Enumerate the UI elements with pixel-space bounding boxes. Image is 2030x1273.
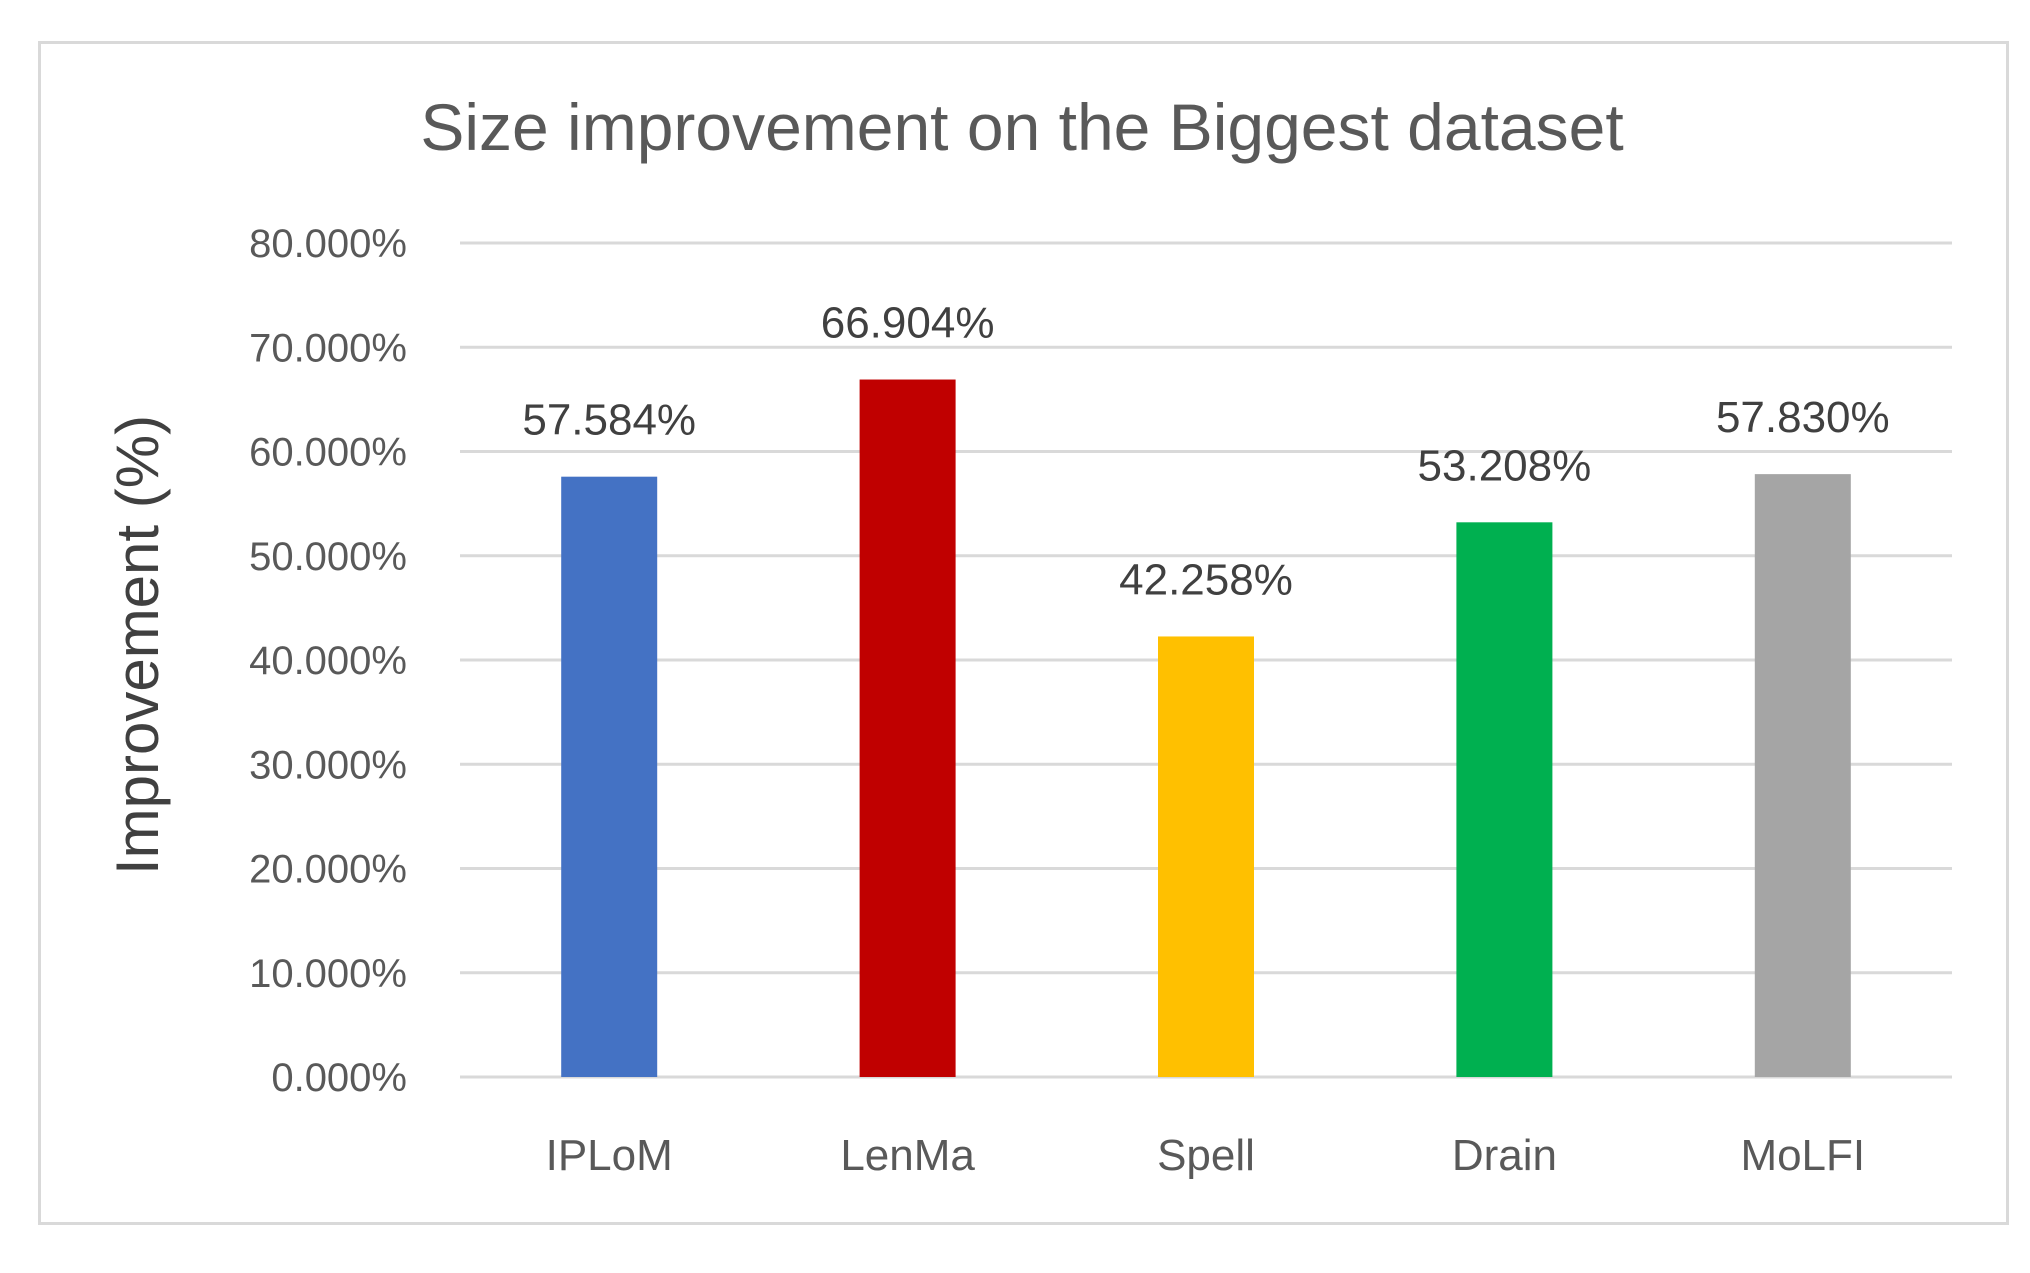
bar-lenma <box>859 379 956 1078</box>
data-label-molfi: 57.830% <box>1716 393 1890 442</box>
x-category-label-spell: Spell <box>1157 1131 1255 1180</box>
y-tick-label: 60.000% <box>249 431 407 475</box>
chart-title: Size improvement on the Biggest dataset <box>420 90 1623 164</box>
bars <box>561 379 1851 1078</box>
y-axis-tick-labels: 0.000% 10.000% 20.000% 30.000% 40.000% 50.000… <box>249 222 407 1100</box>
bar-iplom <box>561 476 658 1078</box>
x-category-label-iplom: IPLoM <box>546 1131 673 1180</box>
data-label-lenma: 66.904% <box>821 299 995 348</box>
gridlines <box>460 241 1952 1079</box>
y-tick-label: 80.000% <box>249 222 407 266</box>
y-tick-label: 0.000% <box>271 1056 407 1100</box>
data-label-drain: 53.208% <box>1418 441 1592 490</box>
bar-drain <box>1456 522 1553 1077</box>
y-tick-label: 50.000% <box>249 535 407 579</box>
data-labels: 57.584% 66.904% 42.258% 53.208% 57.830% <box>522 299 1889 605</box>
y-axis-title: Improvement (%) <box>104 415 171 875</box>
x-category-label-drain: Drain <box>1452 1131 1557 1180</box>
x-axis-category-labels: IPLoM LenMa Spell Drain MoLFI <box>546 1131 1866 1180</box>
y-tick-label: 20.000% <box>249 848 407 892</box>
bar-molfi <box>1754 474 1851 1077</box>
data-label-iplom: 57.584% <box>522 396 696 445</box>
y-tick-label: 30.000% <box>249 743 407 787</box>
chart-frame <box>38 41 2009 1225</box>
y-tick-label: 70.000% <box>249 326 407 370</box>
bar-spell <box>1158 636 1254 1077</box>
data-label-spell: 42.258% <box>1119 555 1293 604</box>
y-tick-label: 40.000% <box>249 639 407 683</box>
y-tick-label: 10.000% <box>249 952 407 996</box>
x-category-label-molfi: MoLFI <box>1740 1131 1865 1180</box>
x-category-label-lenma: LenMa <box>840 1131 975 1180</box>
